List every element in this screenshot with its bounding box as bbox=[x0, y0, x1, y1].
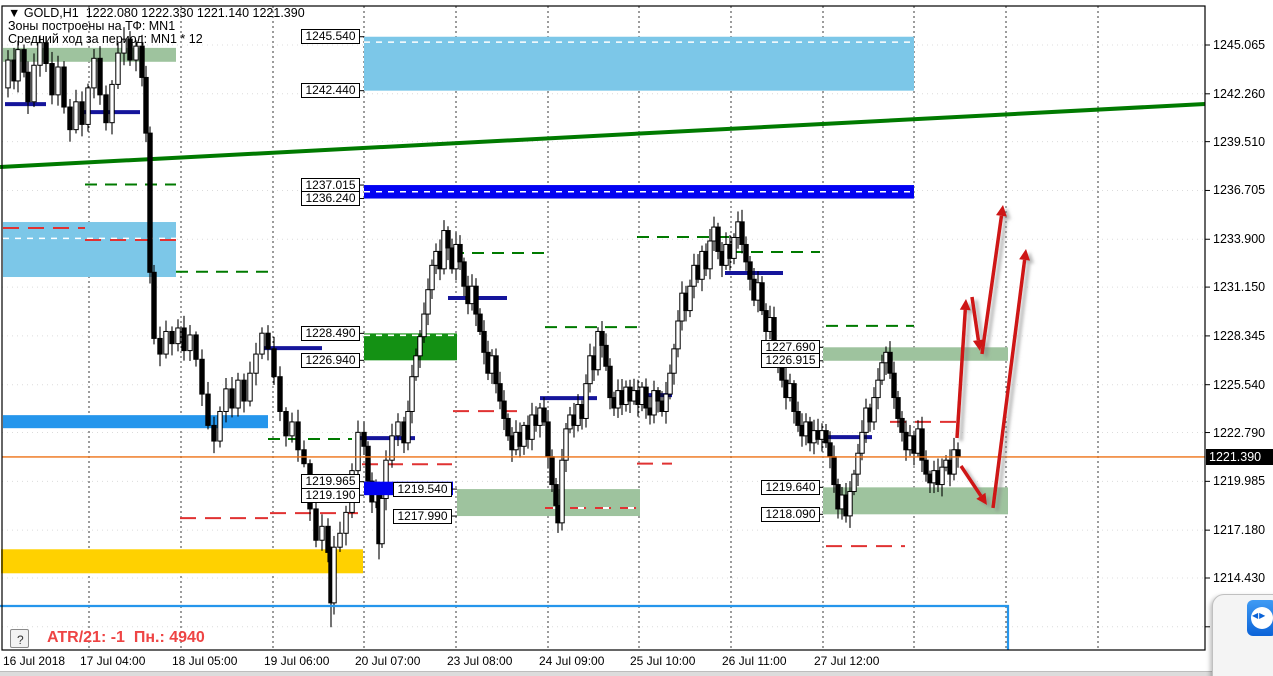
x-axis-label: 24 Jul 09:00 bbox=[539, 654, 605, 668]
zone-yellow-bottom[interactable] bbox=[1, 549, 363, 574]
y-axis-label: 1239.510 bbox=[1213, 134, 1266, 149]
teamviewer-app-icon[interactable] bbox=[1247, 600, 1273, 636]
red-arrow-head bbox=[996, 205, 1007, 217]
y-axis-label: 1245.065 bbox=[1213, 38, 1266, 52]
x-axis-label: 16 Jul 2018 bbox=[3, 654, 66, 668]
zone-cyan-left[interactable] bbox=[3, 222, 176, 278]
atr-period-box[interactable] bbox=[0, 604, 1010, 650]
red-arrow[interactable] bbox=[959, 465, 983, 497]
ohlc-values: 1222.080 1222.330 1221.140 1221.390 bbox=[85, 6, 305, 20]
candles bbox=[5, 27, 961, 628]
atr-indicator-text: ATR/21: -1 Пн.: 4940 bbox=[47, 629, 205, 646]
price-callout-label[interactable]: 1219.640 bbox=[761, 479, 820, 495]
price-callout-label[interactable]: 1217.990 bbox=[393, 508, 452, 524]
chart-title-row: ▼ GOLD,H1 1222.080 1222.330 1221.140 122… bbox=[8, 6, 305, 20]
zone-cyan-top[interactable] bbox=[364, 36, 914, 91]
zone-sage-mid[interactable] bbox=[457, 489, 640, 517]
y-axis-label: 1214.430 bbox=[1213, 570, 1266, 585]
trend-line[interactable] bbox=[0, 102, 1206, 169]
y-axis-label: 1231.150 bbox=[1213, 280, 1266, 295]
price-callout-label[interactable]: 1227.690 bbox=[761, 339, 820, 355]
red-arrow[interactable] bbox=[991, 259, 1027, 509]
help-button[interactable]: ? bbox=[10, 629, 29, 648]
y-axis-label: 1242.260 bbox=[1213, 86, 1266, 101]
red-arrow-head bbox=[1019, 249, 1031, 261]
y-axis-label: 1236.705 bbox=[1213, 183, 1266, 198]
x-axis-label: 25 Jul 10:00 bbox=[630, 654, 696, 668]
x-axis-label: 19 Jul 06:00 bbox=[264, 654, 330, 668]
price-callout-label[interactable]: 1236.240 bbox=[301, 191, 360, 207]
window-bottom-strip bbox=[0, 671, 1273, 676]
indicator-info-line-2: Средний ход за период: MN1 * 12 bbox=[8, 32, 203, 46]
y-axis-label: 1228.345 bbox=[1213, 328, 1266, 343]
symbol-label: GOLD,H1 bbox=[23, 6, 79, 20]
teamviewer-logo-circle bbox=[1251, 607, 1273, 629]
y-axis-label: 1219.985 bbox=[1213, 474, 1266, 489]
current-price-tag: 1221.390 bbox=[1206, 448, 1273, 465]
y-axis-label: 1233.900 bbox=[1213, 232, 1266, 247]
price-callout-label[interactable]: 1245.540 bbox=[301, 29, 360, 45]
y-axis-label: 1225.540 bbox=[1213, 377, 1266, 392]
zone-blue-mid[interactable] bbox=[364, 185, 914, 199]
y-axis-label: 1217.180 bbox=[1213, 523, 1266, 538]
forecast-arrows[interactable] bbox=[955, 205, 1031, 509]
x-axis-label: 23 Jul 08:00 bbox=[447, 654, 513, 668]
x-axis-label: 17 Jul 04:00 bbox=[80, 654, 146, 668]
y-axis-label: 1222.790 bbox=[1213, 425, 1266, 440]
x-axis-label: 18 Jul 05:00 bbox=[172, 654, 238, 668]
price-callout-label[interactable]: 1228.490 bbox=[301, 325, 360, 341]
x-axis-label: 27 Jul 12:00 bbox=[814, 654, 880, 668]
indicator-info-line-1: Зоны построены на ТФ: MN1 bbox=[8, 19, 176, 33]
red-arrow[interactable] bbox=[955, 309, 968, 439]
chart-border bbox=[1, 5, 1206, 651]
zone-dark-green[interactable] bbox=[364, 333, 457, 361]
price-callout-label[interactable]: 1226.915 bbox=[761, 353, 820, 369]
price-callout-label[interactable]: 1226.940 bbox=[301, 352, 360, 368]
collapse-arrow-icon[interactable]: ▼ bbox=[8, 6, 21, 20]
price-callout-label[interactable]: 1219.540 bbox=[393, 481, 452, 497]
price-callout-label[interactable]: 1242.440 bbox=[301, 83, 360, 99]
zone-bright-blue-left[interactable] bbox=[3, 415, 268, 429]
price-callout-label[interactable]: 1219.965 bbox=[301, 474, 360, 490]
red-arrow[interactable] bbox=[980, 215, 1004, 355]
red-arrow-head bbox=[976, 492, 987, 505]
red-arrow-head bbox=[959, 299, 971, 311]
price-callout-label[interactable]: 1219.190 bbox=[301, 487, 360, 503]
red-arrow-head bbox=[972, 339, 984, 351]
price-callout-label[interactable]: 1237.015 bbox=[301, 177, 360, 193]
zone-sage-top-left[interactable] bbox=[3, 47, 176, 62]
price-callout-label[interactable]: 1218.090 bbox=[761, 506, 820, 522]
x-axis-label: 26 Jul 11:00 bbox=[722, 654, 787, 668]
x-axis-label: 20 Jul 07:00 bbox=[355, 654, 421, 668]
red-arrow[interactable] bbox=[970, 296, 981, 341]
